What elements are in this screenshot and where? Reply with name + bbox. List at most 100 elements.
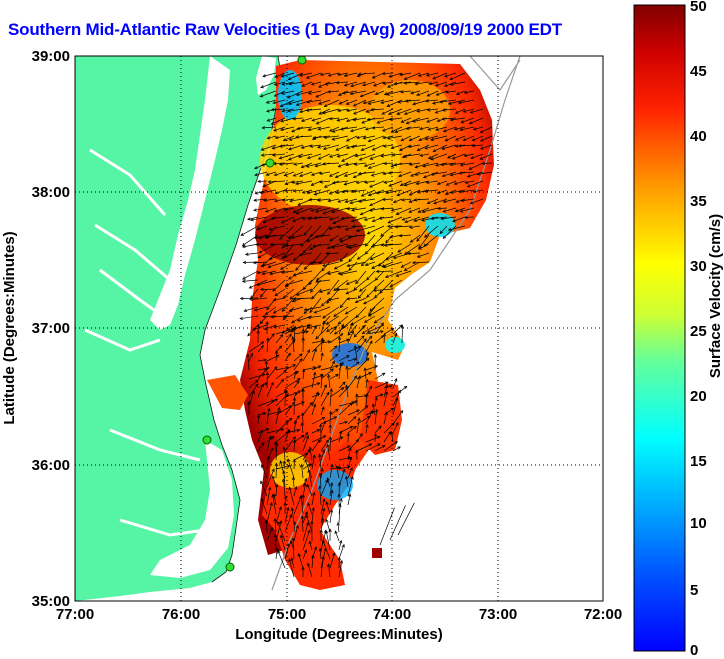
velocity-arrow (306, 72, 322, 79)
velocity-arrow (329, 408, 339, 416)
velocity-arrow-head (290, 235, 295, 240)
velocity-arrow (275, 366, 289, 371)
velocity-arrow (283, 252, 295, 258)
velocity-arrow-head (340, 127, 344, 131)
velocity-arrow (381, 153, 394, 157)
velocity-arrow (341, 216, 358, 219)
velocity-arrow (356, 405, 369, 416)
velocity-arrow (293, 420, 297, 434)
velocity-arrow (383, 144, 394, 147)
velocity-arrow (409, 135, 421, 141)
velocity-arrow (274, 171, 286, 176)
velocity-arrow (260, 90, 277, 97)
velocity-arrow-head (287, 352, 291, 357)
velocity-arrow-head (283, 254, 288, 258)
velocity-arrow-head (308, 540, 312, 545)
velocity-arrow-head (266, 306, 270, 311)
velocity-arrow-head (332, 552, 336, 556)
velocity-arrow-head (371, 218, 376, 223)
velocity-arrow-head (344, 420, 348, 425)
velocity-arrow-head (318, 84, 322, 88)
velocity-arrow (288, 72, 304, 80)
velocity-arrow-head (330, 368, 335, 372)
velocity-arrow-head (374, 285, 378, 290)
velocity-arrow (480, 135, 493, 142)
velocity-arrow-head (262, 220, 267, 224)
velocity-arrow-head (329, 509, 334, 513)
radar-station-marker[interactable] (297, 56, 307, 65)
velocity-arrow-head (399, 147, 403, 151)
velocity-arrow (365, 340, 373, 353)
radar-station-marker[interactable] (265, 158, 275, 168)
velocity-arrow-head (331, 129, 336, 133)
velocity-arrow-head (280, 534, 284, 539)
velocity-arrow-head (398, 173, 402, 178)
velocity-arrow-head (425, 180, 430, 185)
velocity-arrow (248, 379, 259, 389)
velocity-arrow (348, 261, 358, 271)
velocity-arrow (327, 444, 331, 461)
velocity-arrow (284, 543, 290, 560)
velocity-arrow-head (328, 436, 333, 440)
velocity-arrow (365, 234, 376, 247)
velocity-arrow-head (315, 279, 319, 284)
velocity-arrow-head (426, 201, 431, 205)
velocity-arrow-head (341, 190, 345, 194)
velocity-arrow (274, 198, 286, 202)
velocity-arrow-head (356, 256, 361, 260)
y-tick-label: 38:00 (32, 184, 70, 201)
velocity-arrow (261, 144, 277, 151)
velocity-arrow-head (281, 330, 286, 334)
velocity-arrow (260, 288, 277, 290)
velocity-arrow-head (403, 154, 408, 158)
velocity-arrow (337, 225, 349, 228)
velocity-arrow (293, 486, 297, 497)
velocity-arrow (266, 366, 278, 380)
velocity-arrow-head (288, 333, 292, 338)
speed-band-yellow (260, 105, 400, 215)
velocity-arrow (275, 407, 280, 425)
velocity-arrow (459, 171, 475, 174)
velocity-arrow (319, 548, 322, 560)
velocity-arrow-head (381, 372, 386, 376)
velocity-arrow-head (303, 307, 308, 312)
velocity-arrow (266, 333, 275, 344)
velocity-arrow (459, 126, 475, 131)
velocity-arrow-head (261, 126, 266, 130)
velocity-arrow-head (380, 322, 384, 326)
velocity-arrow-head (388, 171, 392, 175)
velocity-arrow-head (435, 127, 439, 131)
velocity-arrow (401, 261, 412, 268)
velocity-arrow-head (440, 162, 445, 167)
velocity-arrow (293, 353, 303, 362)
velocity-arrow-head (337, 92, 342, 96)
velocity-arrow-head (337, 321, 342, 325)
radar-station-marker[interactable] (202, 435, 212, 445)
velocity-arrow (285, 279, 295, 288)
velocity-arrow (344, 180, 358, 185)
velocity-arrow (282, 306, 295, 320)
velocity-arrow-head (339, 362, 343, 367)
velocity-arrow-head (377, 443, 381, 447)
velocity-arrow (311, 288, 322, 300)
radar-station-marker[interactable] (225, 562, 235, 572)
velocity-arrow (279, 162, 295, 165)
velocity-arrow-head (293, 370, 298, 375)
velocity-arrow-head (366, 231, 371, 235)
velocity-arrow-head (260, 147, 265, 151)
velocity-arrow-head (363, 367, 367, 371)
velocity-arrow-head (244, 252, 249, 256)
velocity-arrow (464, 216, 475, 218)
velocity-arrow-head (262, 373, 266, 377)
velocity-arrow-head (275, 442, 279, 446)
velocity-arrow (266, 408, 270, 425)
velocity-arrow-head (333, 266, 338, 270)
velocity-arrow (446, 180, 457, 186)
velocity-arrow-head (288, 558, 292, 562)
velocity-arrow (338, 337, 340, 353)
velocity-arrow (273, 306, 286, 314)
velocity-arrow (293, 207, 304, 213)
velocity-arrow-head (408, 192, 413, 196)
velocity-arrow (362, 81, 376, 86)
velocity-arrow-head (305, 435, 310, 439)
